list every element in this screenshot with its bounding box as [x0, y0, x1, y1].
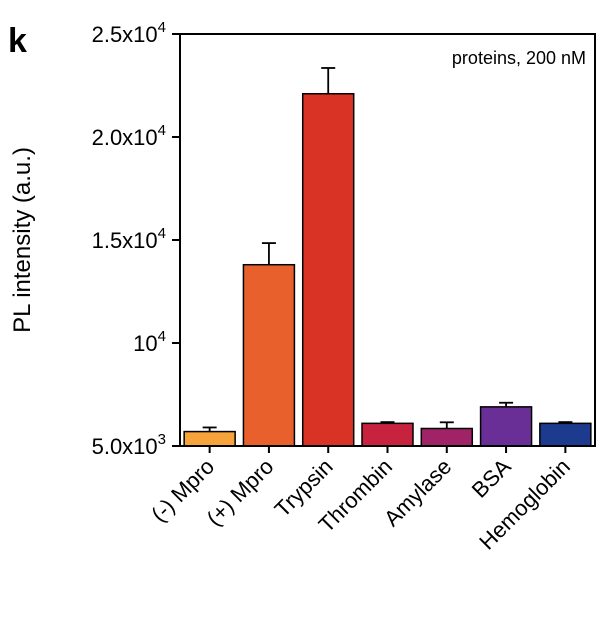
y-tick-label-base: 2.0x10 — [92, 125, 158, 150]
bars — [183, 92, 592, 447]
y-tick-label-exponent: 4 — [158, 328, 166, 345]
bar-hemoglobin — [539, 422, 592, 447]
bar-thrombin — [361, 422, 414, 447]
y-tick-label: 2.0x104 — [92, 122, 166, 150]
y-tick-label-exponent: 3 — [158, 431, 166, 448]
bar-mpro — [183, 430, 236, 447]
bar-bsa — [479, 406, 533, 447]
y-tick-label: 5.0x103 — [92, 431, 166, 459]
y-tick-label-base: 10 — [133, 331, 157, 356]
chart-annotation: proteins, 200 nM — [452, 48, 586, 68]
bar-mpro — [242, 263, 296, 447]
y-tick-label-exponent: 4 — [158, 225, 166, 242]
y-tick-label-base: 1.5x10 — [92, 228, 158, 253]
y-tick-label: 2.5x104 — [92, 19, 166, 47]
y-tick-label-exponent: 4 — [158, 122, 166, 139]
y-tick-label-exponent: 4 — [158, 19, 166, 36]
y-tick-label-base: 5.0x10 — [92, 434, 158, 459]
x-tick-label: (+) Mpro — [202, 454, 279, 531]
y-tick-label: 1.5x104 — [92, 225, 166, 253]
bar-amylase — [420, 427, 474, 447]
y-tick-label: 104 — [133, 328, 166, 356]
bar-trypsin — [301, 92, 355, 447]
plot-frame — [179, 33, 596, 447]
x-tick-label: BSA — [467, 454, 516, 503]
error-bars — [202, 67, 573, 432]
y-tick-label-base: 2.5x10 — [92, 22, 158, 47]
panel-label: k — [8, 22, 27, 60]
y-axis-label: PL intensity (a.u.) — [9, 147, 36, 333]
